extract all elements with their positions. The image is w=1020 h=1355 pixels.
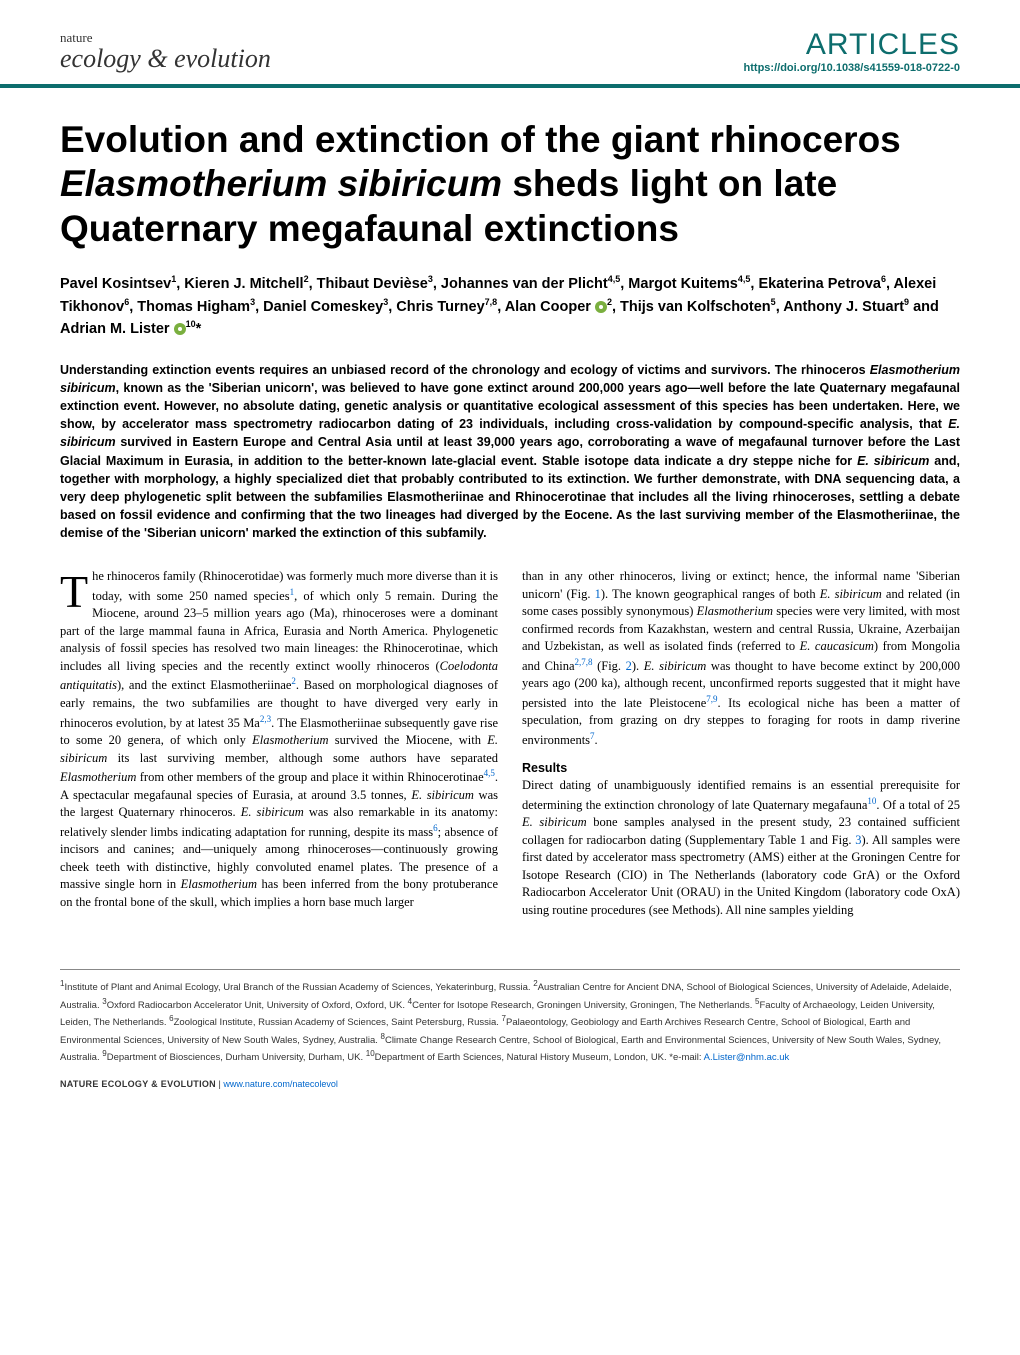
page-footer: NATURE ECOLOGY & EVOLUTION | www.nature.… <box>0 1065 1020 1119</box>
body-paragraph-2: than in any other rhinoceros, living or … <box>522 568 960 749</box>
dropcap: T <box>60 572 88 611</box>
body-text: The rhinoceros family (Rhinocerotidae) w… <box>60 568 960 925</box>
title-part1: Evolution and extinction of the giant rh… <box>60 119 901 160</box>
title-species: Elasmotherium sibiricum <box>60 163 502 204</box>
results-heading: Results <box>522 760 960 778</box>
section-block: ARTICLES https://doi.org/10.1038/s41559-… <box>744 28 960 74</box>
article-title: Evolution and extinction of the giant rh… <box>60 118 960 251</box>
orcid-icon <box>174 323 186 335</box>
author-list: Pavel Kosintsev1, Kieren J. Mitchell2, T… <box>60 273 960 341</box>
journal-name: nature ecology & evolution <box>60 31 271 74</box>
footer-journal: NATURE ECOLOGY & EVOLUTION <box>60 1079 216 1089</box>
body-p1-text: he rhinoceros family (Rhinocerotidae) wa… <box>60 569 498 909</box>
doi-link[interactable]: https://doi.org/10.1038/s41559-018-0722-… <box>744 62 960 74</box>
abstract: Understanding extinction events requires… <box>60 361 960 542</box>
journal-name-bottom: ecology & evolution <box>60 45 271 74</box>
article-content: Evolution and extinction of the giant rh… <box>0 88 1020 945</box>
orcid-icon <box>595 301 607 313</box>
body-paragraph-3: Direct dating of unambiguously identifie… <box>522 777 960 919</box>
footer-url[interactable]: www.nature.com/natecolevol <box>223 1079 338 1089</box>
body-paragraph-1: The rhinoceros family (Rhinocerotidae) w… <box>60 568 498 911</box>
affiliations: 1Institute of Plant and Animal Ecology, … <box>60 969 960 1065</box>
journal-name-top: nature <box>60 31 271 45</box>
page-header: nature ecology & evolution ARTICLES http… <box>0 0 1020 88</box>
section-label: ARTICLES <box>744 28 960 62</box>
